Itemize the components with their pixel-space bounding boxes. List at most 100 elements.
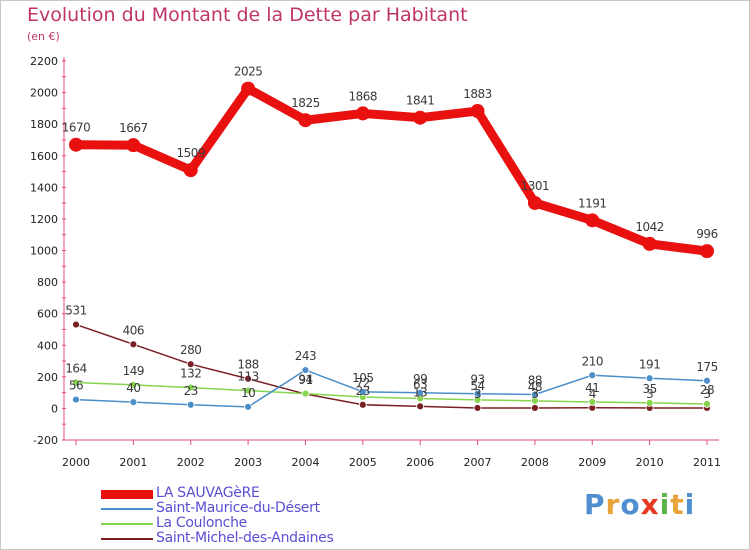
data-label: 1667 xyxy=(119,121,148,135)
data-label: 28 xyxy=(700,383,714,397)
data-label: 191 xyxy=(639,357,660,371)
data-label: 91 xyxy=(298,373,312,387)
data-label: 1841 xyxy=(406,94,435,108)
data-point xyxy=(645,398,654,407)
legend-swatch xyxy=(101,538,153,540)
data-label: 56 xyxy=(69,379,83,393)
x-tick-label: 2002 xyxy=(177,456,205,469)
data-point xyxy=(531,390,539,399)
series-layer xyxy=(69,81,714,412)
data-point xyxy=(588,371,597,380)
x-tick-label: 2007 xyxy=(464,456,492,469)
y-tick-label: 1600 xyxy=(30,150,58,163)
data-label: 4 xyxy=(589,387,596,401)
data-label: 996 xyxy=(696,227,717,241)
x-tick-label: 2011 xyxy=(693,456,721,469)
data-label: 23 xyxy=(356,384,370,398)
legend-swatch xyxy=(101,489,153,499)
data-label: 72 xyxy=(356,376,370,390)
data-point xyxy=(126,138,141,153)
logo-letter: t xyxy=(670,488,685,521)
data-point xyxy=(473,389,482,398)
data-label: 35 xyxy=(642,382,656,396)
x-tick-label: 2004 xyxy=(291,456,319,469)
logo-letter: r xyxy=(605,488,621,521)
data-label: 63 xyxy=(413,377,427,391)
data-label: 3 xyxy=(474,387,481,401)
data-point xyxy=(645,374,654,383)
y-tick-label: 1400 xyxy=(30,181,58,194)
data-point xyxy=(72,395,80,404)
x-tick-label: 2010 xyxy=(636,456,664,469)
data-point xyxy=(588,398,597,406)
x-tick-label: 2005 xyxy=(349,456,377,469)
y-tick-label: 0 xyxy=(51,402,58,415)
x-tick-label: 2001 xyxy=(119,456,147,469)
data-label: 13 xyxy=(413,385,427,399)
data-label: 406 xyxy=(123,323,144,337)
data-label: 164 xyxy=(65,362,86,376)
legend-label: Saint-Michel-des-Andaines xyxy=(156,530,334,546)
data-label: 243 xyxy=(295,349,316,363)
data-point xyxy=(129,398,138,407)
data-label: 531 xyxy=(65,304,86,318)
data-point xyxy=(473,404,482,412)
legend-label: Saint-Maurice-du-Désert xyxy=(156,500,320,516)
data-label: 1509 xyxy=(176,146,205,160)
x-tick-label: 2000 xyxy=(62,456,90,469)
y-tick-label: 400 xyxy=(37,339,58,352)
data-label: 41 xyxy=(585,381,599,395)
x-tick-label: 2006 xyxy=(406,456,434,469)
logo-letter: x xyxy=(640,488,660,521)
series-line xyxy=(75,381,708,405)
legend-label: La Coulonche xyxy=(156,515,247,531)
axes: -200 0 200 400 600 800 1000 1200 1400 1600 1800 200… xyxy=(30,55,721,469)
data-point xyxy=(527,195,542,210)
data-point xyxy=(129,340,138,349)
data-label: 40 xyxy=(126,381,140,395)
x-tick-label: 2008 xyxy=(521,456,549,469)
y-tick-label: 200 xyxy=(37,371,58,384)
data-label: 1042 xyxy=(635,220,664,234)
x-tick-label: 2003 xyxy=(234,456,262,469)
y-tick-label: 2200 xyxy=(30,55,58,68)
data-label: 1301 xyxy=(521,179,550,193)
data-point xyxy=(700,244,714,259)
data-point xyxy=(703,400,711,408)
data-label: 2025 xyxy=(234,65,263,79)
data-label: 3 xyxy=(703,387,710,401)
y-tick-label: 1000 xyxy=(30,245,58,258)
y-tick-label: 1200 xyxy=(30,213,58,226)
data-point xyxy=(703,376,711,385)
data-label: 210 xyxy=(582,354,603,368)
chart-unit: (en €) xyxy=(27,30,60,43)
data-label: 10 xyxy=(241,386,255,400)
data-label: 88 xyxy=(528,374,542,388)
data-label: 48 xyxy=(528,380,542,394)
data-point xyxy=(355,106,370,121)
data-point xyxy=(585,213,600,228)
data-point xyxy=(186,360,195,369)
data-point xyxy=(69,137,83,152)
chart-title: Evolution du Montant de la Dette par Hab… xyxy=(27,4,468,26)
data-point xyxy=(301,366,310,374)
y-tick-label: 800 xyxy=(37,276,58,289)
data-point xyxy=(186,383,195,392)
y-tick-label: 600 xyxy=(37,308,58,321)
data-point xyxy=(298,113,313,128)
data-label: 3 xyxy=(531,387,538,401)
data-label: 1825 xyxy=(291,96,320,110)
data-label: 23 xyxy=(184,384,198,398)
data-label: 93 xyxy=(470,373,484,387)
data-label: 132 xyxy=(180,367,201,381)
logo-letter: P xyxy=(584,488,606,521)
x-tick-label: 2009 xyxy=(578,456,606,469)
data-point xyxy=(642,236,657,251)
y-tick-label: -200 xyxy=(33,434,58,447)
data-point xyxy=(129,380,138,389)
data-point xyxy=(183,163,198,178)
data-label: 105 xyxy=(352,371,373,385)
data-point xyxy=(72,378,80,387)
